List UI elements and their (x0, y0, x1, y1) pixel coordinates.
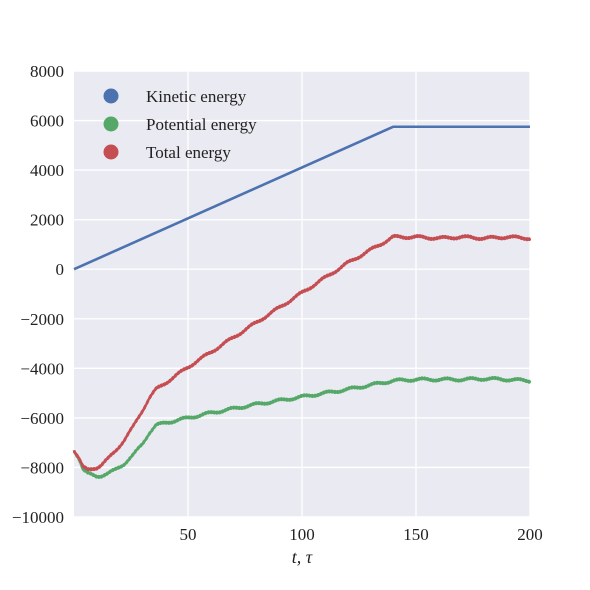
legend-marker-0 (103, 88, 119, 104)
y-tick-label: −10000 (12, 508, 64, 527)
x-tick-labels: 50 100 150 200 (180, 525, 543, 544)
x-axis-title: t, τ (292, 547, 313, 567)
series-lines (72, 125, 532, 479)
series-line-2 (72, 233, 532, 472)
legend-label-2: Total energy (146, 143, 231, 162)
series-line-1 (72, 375, 532, 479)
y-tick-label: −2000 (20, 310, 64, 329)
y-tick-label: −4000 (20, 359, 64, 378)
legend-marker-2 (103, 144, 119, 160)
legend: Kinetic energy Potential energy Total ener… (103, 87, 257, 162)
y-tick-label: 0 (56, 260, 65, 279)
legend-label-0: Kinetic energy (146, 87, 247, 106)
y-tick-label: −6000 (20, 409, 64, 428)
grid-lines (74, 70, 531, 518)
legend-label-1: Potential energy (146, 115, 257, 134)
x-tick-label: 100 (289, 525, 315, 544)
x-tick-label: 150 (403, 525, 429, 544)
series-line-0 (73, 125, 531, 271)
legend-marker-1 (103, 116, 119, 132)
y-tick-labels: −10000 −8000 −6000 −4000 −2000 0 2000 4000 6000 8… (12, 62, 64, 527)
y-tick-label: 4000 (30, 161, 64, 180)
x-tick-label: 50 (180, 525, 197, 544)
y-tick-label: −8000 (20, 458, 64, 477)
y-tick-label: 6000 (30, 112, 64, 131)
x-tick-label: 200 (517, 525, 543, 544)
y-tick-label: 8000 (30, 62, 64, 81)
y-tick-label: 2000 (30, 211, 64, 230)
